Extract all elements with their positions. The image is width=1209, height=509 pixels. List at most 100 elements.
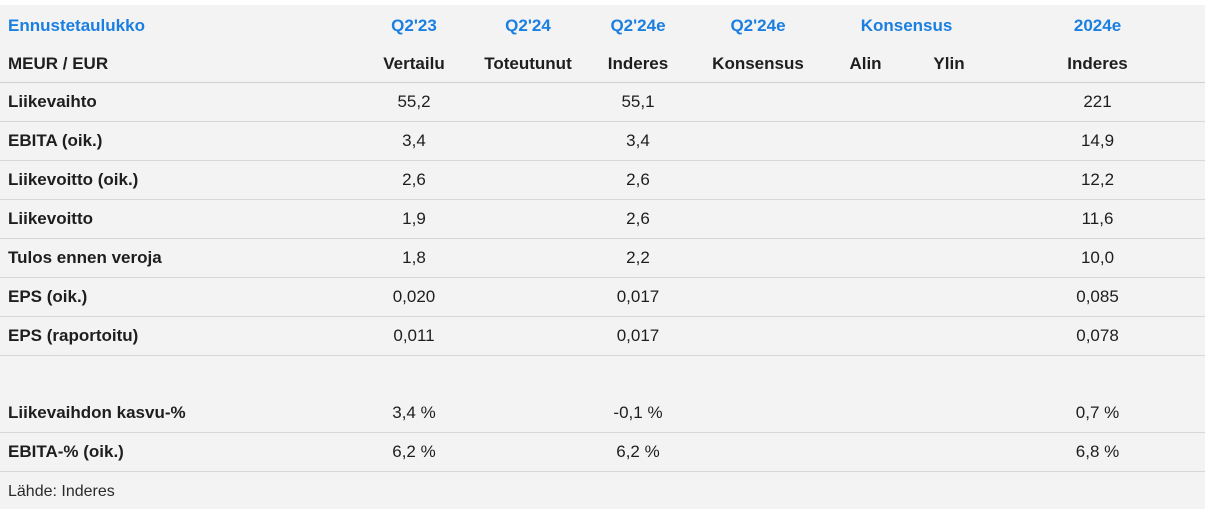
forecast-table: Ennustetaulukko Q2'23 Q2'24 Q2'24e Q2'24…: [0, 5, 1206, 472]
cell-alin: [823, 199, 908, 239]
cell-alin: [823, 277, 908, 317]
cell-ylin: [908, 277, 991, 317]
cell-alin: [823, 82, 908, 122]
cell-ylin: [908, 432, 991, 472]
table-row: Liikevaihto 55,2 55,1 221: [0, 82, 1206, 122]
cell-q224e-cons: [693, 121, 823, 161]
subheader-vertailu: Vertailu: [355, 46, 473, 83]
cell-q224e-inderes: 6,2 %: [583, 432, 693, 472]
col-header-q224: Q2'24: [505, 15, 551, 35]
table-row: Liikevaihdon kasvu-% 3,4 % -0,1 % 0,7 %: [0, 394, 1206, 433]
row-label: Liikevaihdon kasvu-%: [0, 394, 355, 433]
spacer-row: [0, 356, 1205, 395]
cell-ylin: [908, 316, 991, 356]
row-label: Tulos ennen veroja: [0, 238, 355, 278]
cell-ylin: [908, 82, 991, 122]
cell-q223: 0,011: [355, 316, 473, 356]
cell-q224e-inderes: 3,4: [583, 121, 693, 161]
cell-q223: 3,4: [355, 121, 473, 161]
cell-q224e-cons: [693, 82, 823, 122]
table-row: EPS (raportoitu) 0,011 0,017 0,078: [0, 316, 1206, 356]
subheader-toteutunut: Toteutunut: [473, 46, 583, 83]
cell-alin: [823, 316, 908, 356]
table-row: EPS (oik.) 0,020 0,017 0,085: [0, 277, 1206, 317]
cell-q224: [473, 82, 583, 122]
cell-q223: 55,2: [355, 82, 473, 122]
cell-q224e-cons: [693, 160, 823, 200]
subheader-ylin: Ylin: [908, 46, 991, 83]
cell-q224: [473, 121, 583, 161]
cell-y2024e: 0,7 %: [990, 394, 1206, 433]
cell-y2024e: 0,085: [990, 277, 1206, 317]
cell-q224e-inderes: 2,6: [583, 160, 693, 200]
table-row: Liikevoitto 1,9 2,6 11,6: [0, 199, 1206, 239]
cell-q224e-cons: [693, 432, 823, 472]
row-label: EBITA-% (oik.): [0, 432, 355, 472]
cell-y2024e: 10,0: [990, 238, 1206, 278]
cell-y2024e: 6,8 %: [990, 432, 1206, 472]
cell-q224: [473, 199, 583, 239]
header-row-2: MEUR / EUR Vertailu Toteutunut Inderes K…: [0, 46, 1206, 83]
cell-q223: 2,6: [355, 160, 473, 200]
cell-q224e-inderes: 2,2: [583, 238, 693, 278]
cell-q224: [473, 394, 583, 433]
row-label: EPS (oik.): [0, 277, 355, 317]
col-header-consensus: Konsensus: [860, 15, 953, 35]
table-row: Tulos ennen veroja 1,8 2,2 10,0: [0, 238, 1206, 278]
subheader-inderes-2024e: Inderes: [990, 46, 1206, 83]
cell-ylin: [908, 121, 991, 161]
col-header-q224e-consensus: Q2'24e: [730, 15, 786, 35]
cell-q224: [473, 277, 583, 317]
subheader-konsensus: Konsensus: [693, 46, 823, 83]
cell-q223: 3,4 %: [355, 394, 473, 433]
cell-q223: 0,020: [355, 277, 473, 317]
cell-q224e-cons: [693, 394, 823, 433]
cell-y2024e: 221: [990, 82, 1206, 122]
table-row: EBITA (oik.) 3,4 3,4 14,9: [0, 121, 1206, 161]
cell-alin: [823, 432, 908, 472]
forecast-table-panel: Ennustetaulukko Q2'23 Q2'24 Q2'24e Q2'24…: [0, 5, 1206, 509]
cell-q224e-cons: [693, 316, 823, 356]
cell-q224e-cons: [693, 277, 823, 317]
table-row: EBITA-% (oik.) 6,2 % 6,2 % 6,8 %: [0, 432, 1206, 472]
subheader-inderes: Inderes: [583, 46, 693, 83]
cell-q224e-inderes: -0,1 %: [583, 394, 693, 433]
cell-ylin: [908, 199, 991, 239]
cell-alin: [823, 160, 908, 200]
cell-q224e-inderes: 0,017: [583, 316, 693, 356]
cell-q224: [473, 238, 583, 278]
table-title: Ennustetaulukko: [8, 15, 145, 35]
table-row: Liikevoitto (oik.) 2,6 2,6 12,2: [0, 160, 1206, 200]
source-note: Lähde: Inderes: [8, 483, 115, 500]
row-label: Liikevaihto: [0, 82, 355, 122]
unit-label: MEUR / EUR: [0, 46, 355, 83]
col-header-q223: Q2'23: [391, 15, 437, 35]
cell-q224: [473, 160, 583, 200]
cell-alin: [823, 238, 908, 278]
header-row-1: Ennustetaulukko Q2'23 Q2'24 Q2'24e Q2'24…: [0, 5, 1205, 46]
cell-q223: 6,2 %: [355, 432, 473, 472]
cell-y2024e: 0,078: [990, 316, 1206, 356]
row-label: EBITA (oik.): [0, 121, 355, 161]
cell-q224e-inderes: 2,6: [583, 199, 693, 239]
cell-ylin: [908, 160, 991, 200]
cell-q224e-inderes: 55,1: [583, 82, 693, 122]
col-header-q224e: Q2'24e: [610, 15, 666, 35]
cell-q224: [473, 432, 583, 472]
col-header-2024e: 2024e: [1073, 15, 1122, 35]
cell-ylin: [908, 238, 991, 278]
cell-q224: [473, 316, 583, 356]
row-label: EPS (raportoitu): [0, 316, 355, 356]
cell-ylin: [908, 394, 991, 433]
cell-q224e-cons: [693, 238, 823, 278]
cell-q224e-inderes: 0,017: [583, 277, 693, 317]
cell-alin: [823, 394, 908, 433]
cell-y2024e: 12,2: [990, 160, 1206, 200]
row-label: Liikevoitto: [0, 199, 355, 239]
cell-q223: 1,8: [355, 238, 473, 278]
cell-alin: [823, 121, 908, 161]
spacer-cell: [0, 356, 1205, 395]
subheader-alin: Alin: [823, 46, 908, 83]
row-label: Liikevoitto (oik.): [0, 160, 355, 200]
cell-y2024e: 14,9: [990, 121, 1206, 161]
